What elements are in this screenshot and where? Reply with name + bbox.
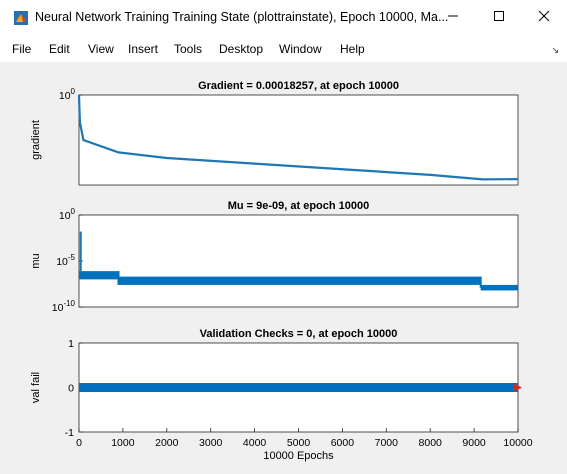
figure-canvas: Gradient = 0.00018257, at epoch 10000 gra… [0, 62, 567, 469]
x-tick-label: 8000 [419, 437, 443, 449]
mu-step-riser [117, 271, 120, 285]
y-tick-label: 1 [68, 338, 74, 350]
menu-file[interactable]: File [12, 42, 32, 56]
minimize-button[interactable] [430, 0, 476, 36]
y-axis-label: mu [30, 253, 42, 268]
menu-bar: File Edit View Insert Tools Desktop Wind… [0, 36, 567, 62]
axes-box [78, 214, 519, 308]
y-axis-label: gradient [30, 120, 42, 160]
chart-title: Gradient = 0.00018257, at epoch 10000 [198, 80, 399, 92]
val-fail-series-band [79, 383, 518, 392]
axes-2: Mu = 9e-09, at epoch 10000 mu 100 10-5 10-10 [30, 200, 519, 314]
mu-step-riser [479, 276, 482, 288]
mu-step-band [480, 284, 518, 291]
y-tick-label: 10-5 [56, 253, 75, 268]
matlab-icon [14, 11, 28, 25]
x-tick-label: 6000 [331, 437, 355, 449]
chart-title: Validation Checks = 0, at epoch 10000 [200, 328, 398, 340]
x-tick-label: 7000 [375, 437, 399, 449]
x-tick-label: 4000 [243, 437, 267, 449]
y-tick-label: -1 [65, 427, 74, 439]
title-bar: Neural Network Training Training State (… [0, 0, 567, 36]
axes-3: Validation Checks = 0, at epoch 10000 val… [30, 328, 533, 462]
menu-edit[interactable]: Edit [49, 42, 70, 56]
gradient-series-line [77, 94, 519, 181]
menu-help[interactable]: Help [340, 42, 365, 56]
axes-box [78, 94, 519, 186]
x-tick-label: 10000 [503, 437, 532, 449]
x-tick-label: 1000 [111, 437, 135, 449]
y-tick-label: 100 [59, 207, 76, 222]
window-title: Neural Network Training Training State (… [35, 10, 449, 24]
y-axis-label: val fail [30, 372, 42, 403]
x-tick-label: 3000 [199, 437, 223, 449]
minimize-icon [447, 9, 459, 27]
training-state-plots: Gradient = 0.00018257, at epoch 10000 gra… [30, 80, 533, 462]
y-tick-label: 0 [68, 383, 74, 395]
x-tick-label: 9000 [462, 437, 486, 449]
mu-step-band [79, 271, 119, 280]
maximize-button[interactable] [476, 0, 522, 36]
x-tick-label: 2000 [155, 437, 179, 449]
x-axis-label: 10000 Epochs [263, 450, 334, 462]
x-tick-label: 5000 [287, 437, 311, 449]
y-tick-label: 10-10 [52, 299, 76, 314]
maximize-icon [493, 9, 505, 27]
menu-desktop[interactable]: Desktop [219, 42, 264, 56]
axes-1: Gradient = 0.00018257, at epoch 10000 gra… [30, 80, 519, 186]
menu-tools[interactable]: Tools [174, 42, 203, 56]
mu-step-band [118, 276, 481, 285]
y-tick-label: 100 [59, 87, 76, 102]
close-icon [538, 9, 550, 27]
menu-window[interactable]: Window [279, 42, 322, 56]
toolbar-toggle-icon[interactable]: ↘ [551, 45, 559, 55]
chart-title: Mu = 9e-09, at epoch 10000 [228, 200, 370, 212]
menu-view[interactable]: View [88, 42, 114, 56]
menu-insert[interactable]: Insert [128, 42, 159, 56]
end-epoch-marker [514, 383, 522, 392]
x-tick-label: 0 [76, 437, 82, 449]
close-button[interactable] [521, 0, 567, 36]
